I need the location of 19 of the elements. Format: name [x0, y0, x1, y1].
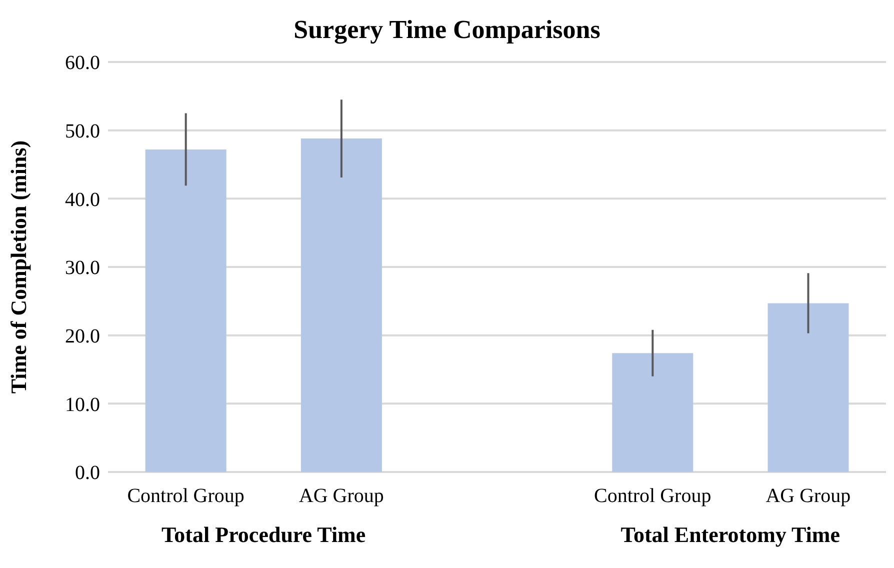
text: Total Enterotomy Time	[620, 522, 840, 547]
y-tick-label: 60.0	[65, 52, 100, 74]
x-tick-label: Control Group	[594, 485, 712, 508]
y-tick-label: 10.0	[65, 394, 100, 416]
bar	[612, 353, 694, 472]
y-axis-title: Time of Completion (mins)	[6, 140, 31, 394]
y-tick-label: 40.0	[65, 188, 100, 211]
y-tick-label: 0.0	[75, 462, 100, 484]
bar	[300, 138, 382, 472]
x-tick-label: AG Group	[766, 485, 851, 508]
x-tick-label: Control Group	[127, 485, 244, 508]
chart-title: Surgery Time Comparisons	[292, 14, 602, 46]
bar	[145, 149, 226, 472]
y-tick-label: 30.0	[65, 257, 100, 280]
y-tick-label: 20.0	[65, 325, 100, 348]
text: Total Procedure Time	[162, 522, 366, 547]
x-tick-label: AG Group	[298, 485, 384, 508]
bar	[768, 303, 849, 472]
y-tick-label: 50.0	[65, 120, 100, 142]
